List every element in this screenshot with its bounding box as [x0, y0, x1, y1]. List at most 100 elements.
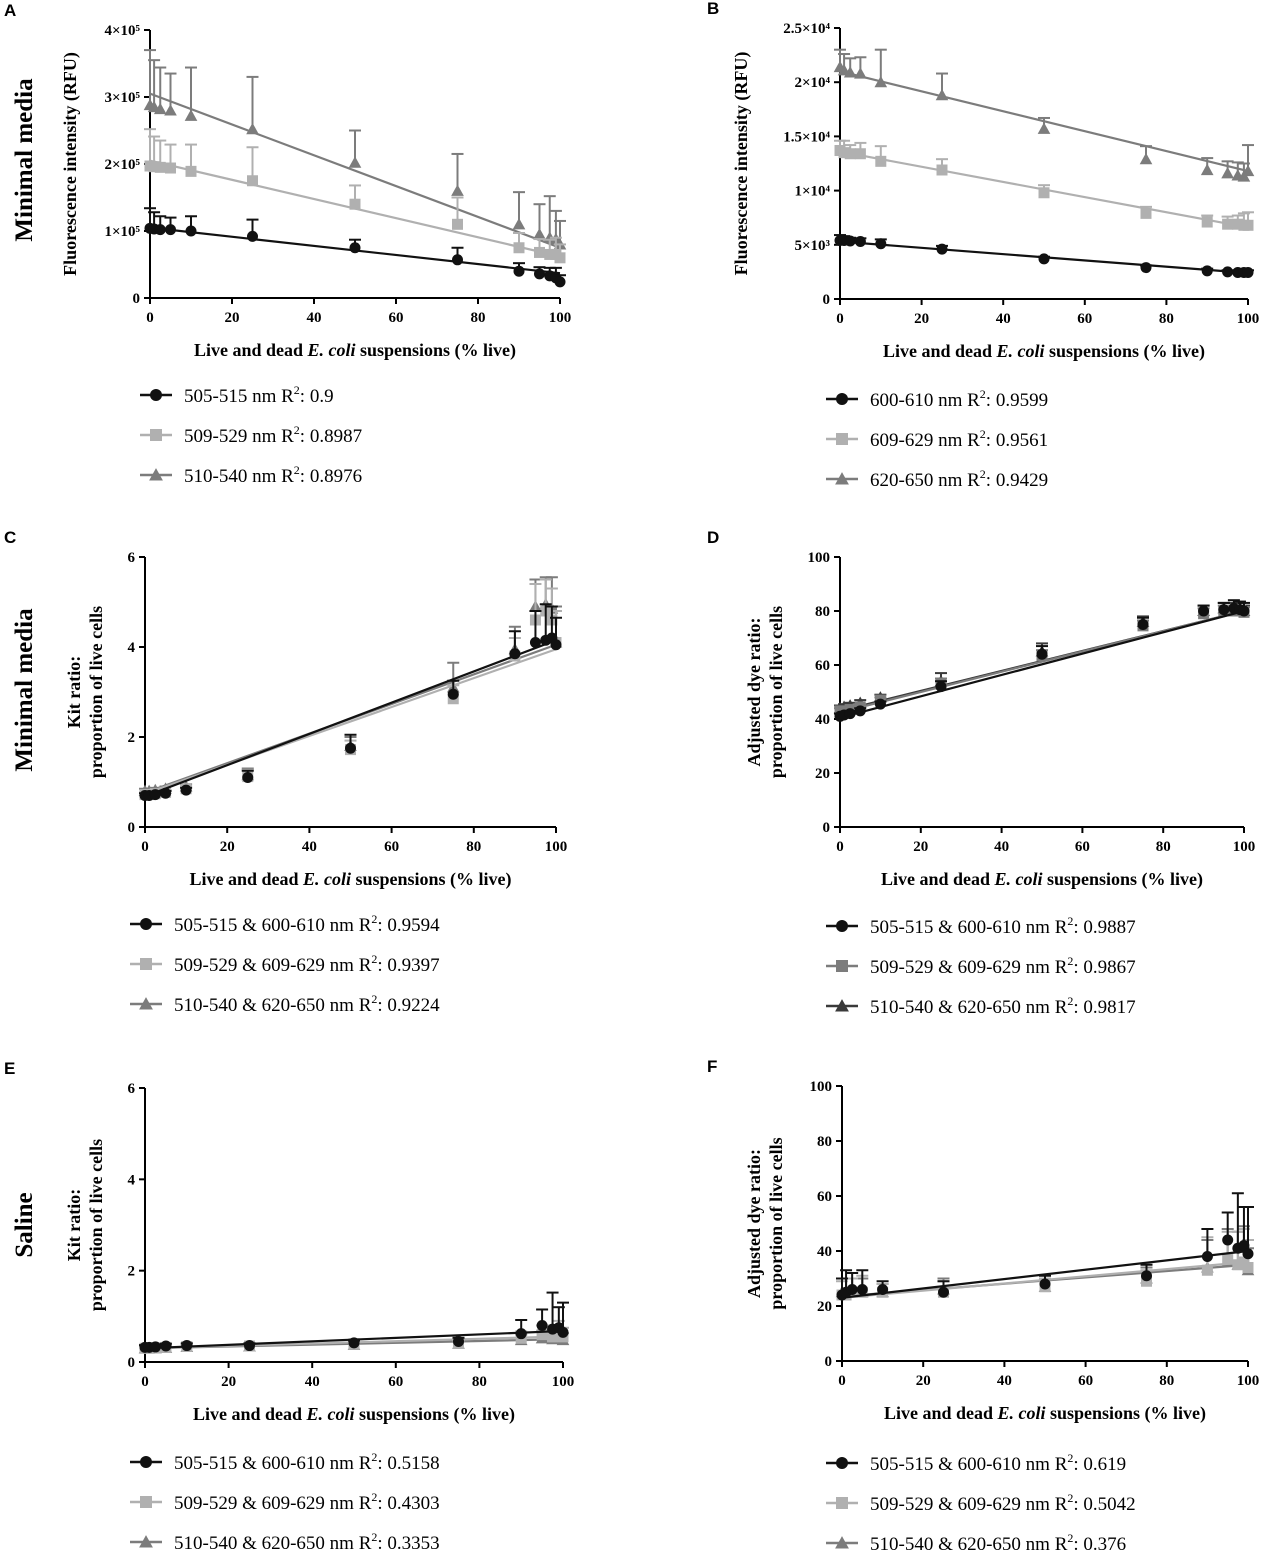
data-point: [844, 708, 856, 720]
legend-r2-value: : 0.9429: [986, 470, 1048, 491]
x-tick-label: 100: [1237, 311, 1260, 327]
y-axis-title: Fluorescence intensity (RFU): [60, 52, 81, 276]
data-point: [874, 698, 886, 710]
x-tick-label: 60: [1078, 1373, 1093, 1389]
fit-line: [149, 92, 561, 249]
legend-name: 505-515 nm: [184, 386, 281, 407]
legend-marker: [836, 960, 848, 972]
data-point: [854, 236, 866, 248]
data-point: [1039, 1278, 1051, 1290]
legend-r2-value: : 0.376: [1073, 1534, 1126, 1550]
y-axis-title-line: proportion of live cells: [86, 606, 106, 778]
legend-r2-value: : 0.9561: [986, 430, 1048, 451]
legend-r2-sup: 2: [294, 423, 300, 437]
legend-r2-prefix: R: [967, 390, 980, 411]
data-point: [1222, 266, 1234, 278]
data-point: [513, 265, 525, 277]
legend-r2-sup: 2: [1067, 994, 1073, 1008]
y-axis-title-line: proportion of live cells: [766, 1137, 786, 1309]
series-3: [143, 49, 567, 250]
data-point: [1232, 1259, 1244, 1271]
x-axis-title-part: E. coli: [302, 869, 351, 889]
data-point: [242, 772, 254, 783]
data-point: [148, 161, 160, 173]
data-point: [854, 705, 866, 717]
legend-label: 510-540 & 620-650 nm R2: 0.9817: [870, 994, 1136, 1018]
legend-r2-value: : 0.9817: [1073, 997, 1135, 1018]
legend-entry-2: 509-529 & 609-629 nm R2: 0.9397: [130, 952, 440, 976]
legend-r2-sup: 2: [371, 952, 377, 966]
legend-entry-1: 600-610 nm R2: 0.9599: [826, 387, 1048, 411]
legend-r2-prefix: R: [967, 430, 980, 451]
legend-entry-2: 509-529 & 609-629 nm R2: 0.4303: [130, 1490, 440, 1514]
x-axis-title-part: suspensions (% live): [1044, 341, 1205, 362]
x-axis-title-part: Live and dead: [881, 869, 995, 889]
data-point: [1232, 218, 1244, 230]
y-tick-label: 60: [817, 1189, 832, 1205]
x-tick-label: 80: [1159, 1373, 1174, 1389]
y-axis-title: Fluorescence intensity (RFU): [731, 52, 752, 276]
panel-letter: A: [4, 1, 16, 20]
y-tick-label: 40: [815, 712, 830, 728]
data-point: [509, 648, 521, 660]
legend-label: 505-515 & 600-610 nm R2: 0.619: [870, 1451, 1126, 1475]
legend-name: 505-515 & 600-610 nm: [870, 1454, 1055, 1475]
x-tick-label: 0: [836, 839, 844, 855]
data-point: [247, 175, 258, 187]
series-1: [834, 599, 1250, 722]
legend-marker: [150, 389, 162, 401]
row-label-1: Minimal media: [11, 78, 38, 242]
y-tick-label: 0: [823, 820, 831, 836]
x-axis-title-part: suspensions (% live): [351, 869, 512, 890]
x-tick-label: 20: [916, 1373, 931, 1389]
legend-r2-sup: 2: [1067, 954, 1073, 968]
data-point: [935, 681, 947, 693]
panel-letter: E: [4, 1059, 15, 1078]
legend-label: 510-540 & 620-650 nm R2: 0.376: [870, 1531, 1126, 1550]
legend-entry-1: 505-515 & 600-610 nm R2: 0.9594: [130, 912, 440, 936]
data-point: [349, 242, 361, 254]
y-tick-label: 2.5×10⁴: [783, 21, 830, 37]
data-point: [160, 787, 172, 799]
y-tick-label: 3×10⁵: [104, 90, 140, 106]
legend-marker: [140, 958, 152, 970]
x-tick-label: 40: [996, 311, 1011, 327]
data-point: [843, 66, 857, 78]
legend-name: 505-515 & 600-610 nm: [174, 1453, 359, 1474]
y-tick-label: 4×10⁵: [104, 23, 140, 39]
x-tick-label: 80: [471, 310, 486, 326]
panel-b: B 0 20 40 60 80 100 0 5×10³ 1×10⁴ 1.5×10⁴ 2×10⁴ 2.5×…: [707, 0, 1259, 491]
legend-marker: [140, 1456, 152, 1468]
legend-r2-prefix: R: [1055, 957, 1068, 978]
y-tick-label: 2×10⁴: [794, 75, 830, 91]
series-1: [834, 234, 1254, 278]
data-point: [1242, 1248, 1254, 1260]
x-axis-title: Live and dead E. coli suspensions (% liv…: [881, 869, 1203, 890]
x-axis-title-part: E. coli: [996, 1403, 1045, 1423]
x-axis-title-part: suspensions (% live): [354, 1404, 515, 1425]
series-1: [139, 1291, 569, 1353]
legend-marker: [836, 1497, 848, 1509]
data-point: [349, 198, 361, 210]
legend-marker: [140, 918, 152, 930]
data-point: [1238, 1240, 1250, 1251]
data-point: [536, 1319, 548, 1331]
x-axis-title: Live and dead E. coli suspensions (% liv…: [884, 1403, 1206, 1424]
x-tick-label: 80: [1156, 839, 1171, 855]
series-2: [834, 604, 1250, 717]
y-axis-title-line: Adjusted dye ratio:: [744, 618, 764, 767]
data-point: [164, 104, 177, 116]
legend-name: 510-540 & 620-650 nm: [870, 1534, 1055, 1550]
data-point: [854, 148, 866, 160]
x-axis-title: Live and dead E. coli suspensions (% liv…: [193, 1404, 515, 1425]
data-point: [1137, 619, 1149, 630]
row-label-2: Minimal media: [11, 608, 38, 772]
legend-entry-1: 505-515 & 600-610 nm R2: 0.619: [826, 1451, 1126, 1475]
legend-name: 505-515 & 600-610 nm: [174, 915, 359, 936]
data-point: [554, 276, 566, 288]
x-tick-label: 80: [466, 839, 481, 855]
y-tick-label: 1×10⁵: [104, 224, 140, 240]
data-point: [1201, 216, 1213, 228]
legend-r2-prefix: R: [359, 955, 372, 976]
y-tick-label: 0: [128, 820, 136, 836]
